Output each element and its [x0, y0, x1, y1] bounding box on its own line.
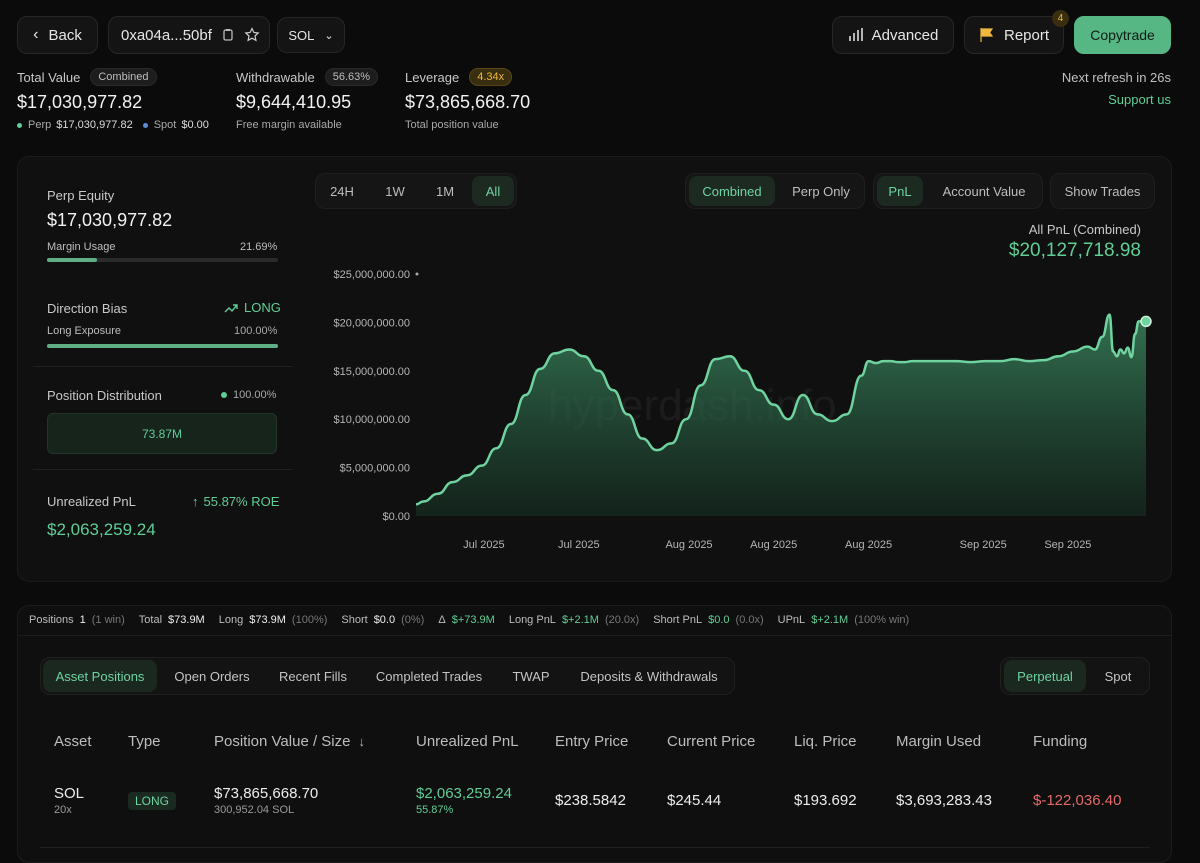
mode-combined[interactable]: Combined — [689, 176, 775, 206]
range-24h[interactable]: 24H — [330, 183, 354, 199]
x-tick-label: Jul 2025 — [558, 539, 600, 551]
support-link[interactable]: Support us — [1108, 92, 1171, 107]
col-funding[interactable]: Funding — [1033, 733, 1088, 750]
dot-icon — [221, 392, 227, 398]
withdrawable-stat: Withdrawable 56.63% $9,644,410.95 Free m… — [236, 68, 379, 131]
direction-bias-value: LONG — [224, 300, 281, 315]
pnl-value: $20,127,718.98 — [1008, 240, 1141, 261]
summary-divider — [17, 635, 1172, 636]
position-dist-box: 73.87M — [47, 413, 277, 454]
col-current-price[interactable]: Current Price — [667, 733, 756, 750]
range-1w[interactable]: 1W — [385, 183, 405, 199]
bar-chart-icon — [848, 28, 863, 41]
tab-asset-positions[interactable]: Asset Positions — [43, 660, 157, 692]
row-current-price: $245.44 — [667, 792, 722, 809]
spot-dot-icon — [142, 122, 148, 128]
row-liq-price: $193.692 — [794, 792, 857, 809]
arrow-up-icon: ↑ — [192, 494, 199, 509]
tab-deposits-withdrawals[interactable]: Deposits & Withdrawals — [580, 668, 718, 684]
row-upnl-pct: 55.87% — [416, 804, 454, 816]
col-margin-used[interactable]: Margin Used — [896, 733, 982, 750]
row-upnl: $2,063,259.24 — [416, 785, 512, 802]
y-tick-label: $10,000,000.00 — [334, 414, 410, 426]
back-button[interactable]: ‹ Back — [17, 16, 98, 54]
pnl-title: All PnL (Combined) — [1028, 222, 1141, 237]
pnl-chart[interactable]: hyperdash.info $0.00$5,000,000.00$10,000… — [300, 260, 1170, 560]
row-entry-price: $238.5842 — [555, 792, 626, 809]
address-chip[interactable]: 0xa04a...50bf — [108, 16, 270, 54]
advanced-button[interactable]: Advanced — [832, 16, 954, 54]
star-icon[interactable] — [244, 27, 260, 43]
metric-account-value[interactable]: Account Value — [942, 183, 1026, 199]
row-asset: SOL — [54, 785, 85, 802]
y-tick-label: $20,000,000.00 — [334, 317, 410, 329]
y-tick-label: $25,000,000.00 — [334, 269, 410, 281]
col-unrealized-pnl[interactable]: Unrealized PnL — [416, 733, 519, 750]
x-tick-label: Aug 2025 — [845, 539, 892, 551]
refresh-text: Next refresh in 26s — [1061, 70, 1171, 85]
col-type[interactable]: Type — [128, 733, 161, 750]
position-dist-legend: 100.00% — [221, 389, 276, 401]
x-tick-label: Aug 2025 — [665, 539, 712, 551]
report-badge: 4 — [1052, 10, 1069, 27]
left-panel-divider — [33, 366, 293, 367]
report-button[interactable]: Report — [964, 16, 1064, 54]
flag-icon — [980, 28, 994, 42]
pnl-end-point[interactable] — [1140, 315, 1152, 328]
tab-open-orders[interactable]: Open Orders — [174, 668, 250, 684]
unrealized-value: $2,063,259.24 — [47, 520, 156, 539]
table-row[interactable] — [40, 770, 1150, 848]
tab-twap[interactable]: TWAP — [512, 668, 550, 684]
col-liq-price[interactable]: Liq. Price — [794, 733, 857, 750]
y-tick-label: $15,000,000.00 — [334, 366, 410, 378]
y-tick-label: $5,000,000.00 — [340, 463, 410, 475]
token-select[interactable]: SOL ⌄ — [277, 17, 345, 53]
positions-summary-bar: Positions 1 (1 win) Total $73.9M Long $7… — [29, 614, 910, 626]
mode-perp-only[interactable]: Perp Only — [792, 183, 850, 199]
col-asset[interactable]: Asset — [54, 733, 92, 750]
row-funding: $-122,036.40 — [1033, 792, 1122, 809]
row-position-value: $73,865,668.70 — [214, 785, 319, 802]
margin-usage-bar — [47, 258, 278, 262]
metric-pnl[interactable]: PnL — [877, 176, 923, 206]
total-value: $17,030,977.82 — [17, 92, 143, 112]
x-tick-label: Aug 2025 — [750, 539, 797, 551]
range-all[interactable]: All — [472, 176, 514, 206]
col-position-value[interactable]: Position Value / Size ↓ — [214, 733, 365, 750]
x-tick-label: Jul 2025 — [463, 539, 505, 551]
x-tick-label: Sep 2025 — [960, 539, 1007, 551]
row-type-badge: LONG — [128, 792, 177, 810]
show-trades-toggle[interactable]: Show Trades — [1064, 183, 1141, 199]
perp-equity-value: $17,030,977.82 — [47, 210, 173, 230]
show-trades-wrap — [1050, 173, 1155, 209]
row-leverage: 20x — [54, 804, 72, 816]
pnl-line — [415, 313, 1146, 506]
y-tick-label: $0.00 — [382, 511, 410, 523]
tab-recent-fills[interactable]: Recent Fills — [279, 668, 347, 684]
unrealized-roe: ↑ 55.87% ROE — [192, 494, 280, 509]
row-position-size: 300,952.04 SOL — [214, 804, 295, 816]
chevron-left-icon: ‹ — [33, 26, 39, 43]
tab-spot[interactable]: Spot — [1104, 668, 1132, 684]
trend-up-icon — [224, 303, 238, 312]
range-1m[interactable]: 1M — [435, 183, 455, 199]
margin-usage-fill — [47, 258, 98, 262]
x-tick-label: Sep 2025 — [1044, 539, 1091, 551]
chevron-down-icon: ⌄ — [324, 29, 334, 42]
copy-icon[interactable] — [221, 28, 235, 42]
leverage-stat: Leverage 4.34x $73,865,668.70 Total posi… — [405, 68, 531, 131]
perp-dot-icon — [17, 122, 22, 128]
tab-perpetual[interactable]: Perpetual — [1004, 660, 1086, 692]
chart-top-marker — [415, 272, 419, 276]
col-entry-price[interactable]: Entry Price — [555, 733, 629, 750]
sort-down-icon: ↓ — [358, 734, 365, 749]
row-margin-used: $3,693,283.43 — [896, 792, 992, 809]
combined-pill: Combined — [90, 68, 157, 86]
copytrade-button[interactable]: Copytrade — [1074, 16, 1171, 54]
total-value-stat: Total Value Combined $17,030,977.82 Perp… — [17, 68, 209, 131]
left-panel-divider — [33, 469, 293, 470]
tab-completed-trades[interactable]: Completed Trades — [375, 668, 483, 684]
pnl-area — [416, 314, 1146, 516]
long-exposure-fill — [47, 344, 278, 348]
